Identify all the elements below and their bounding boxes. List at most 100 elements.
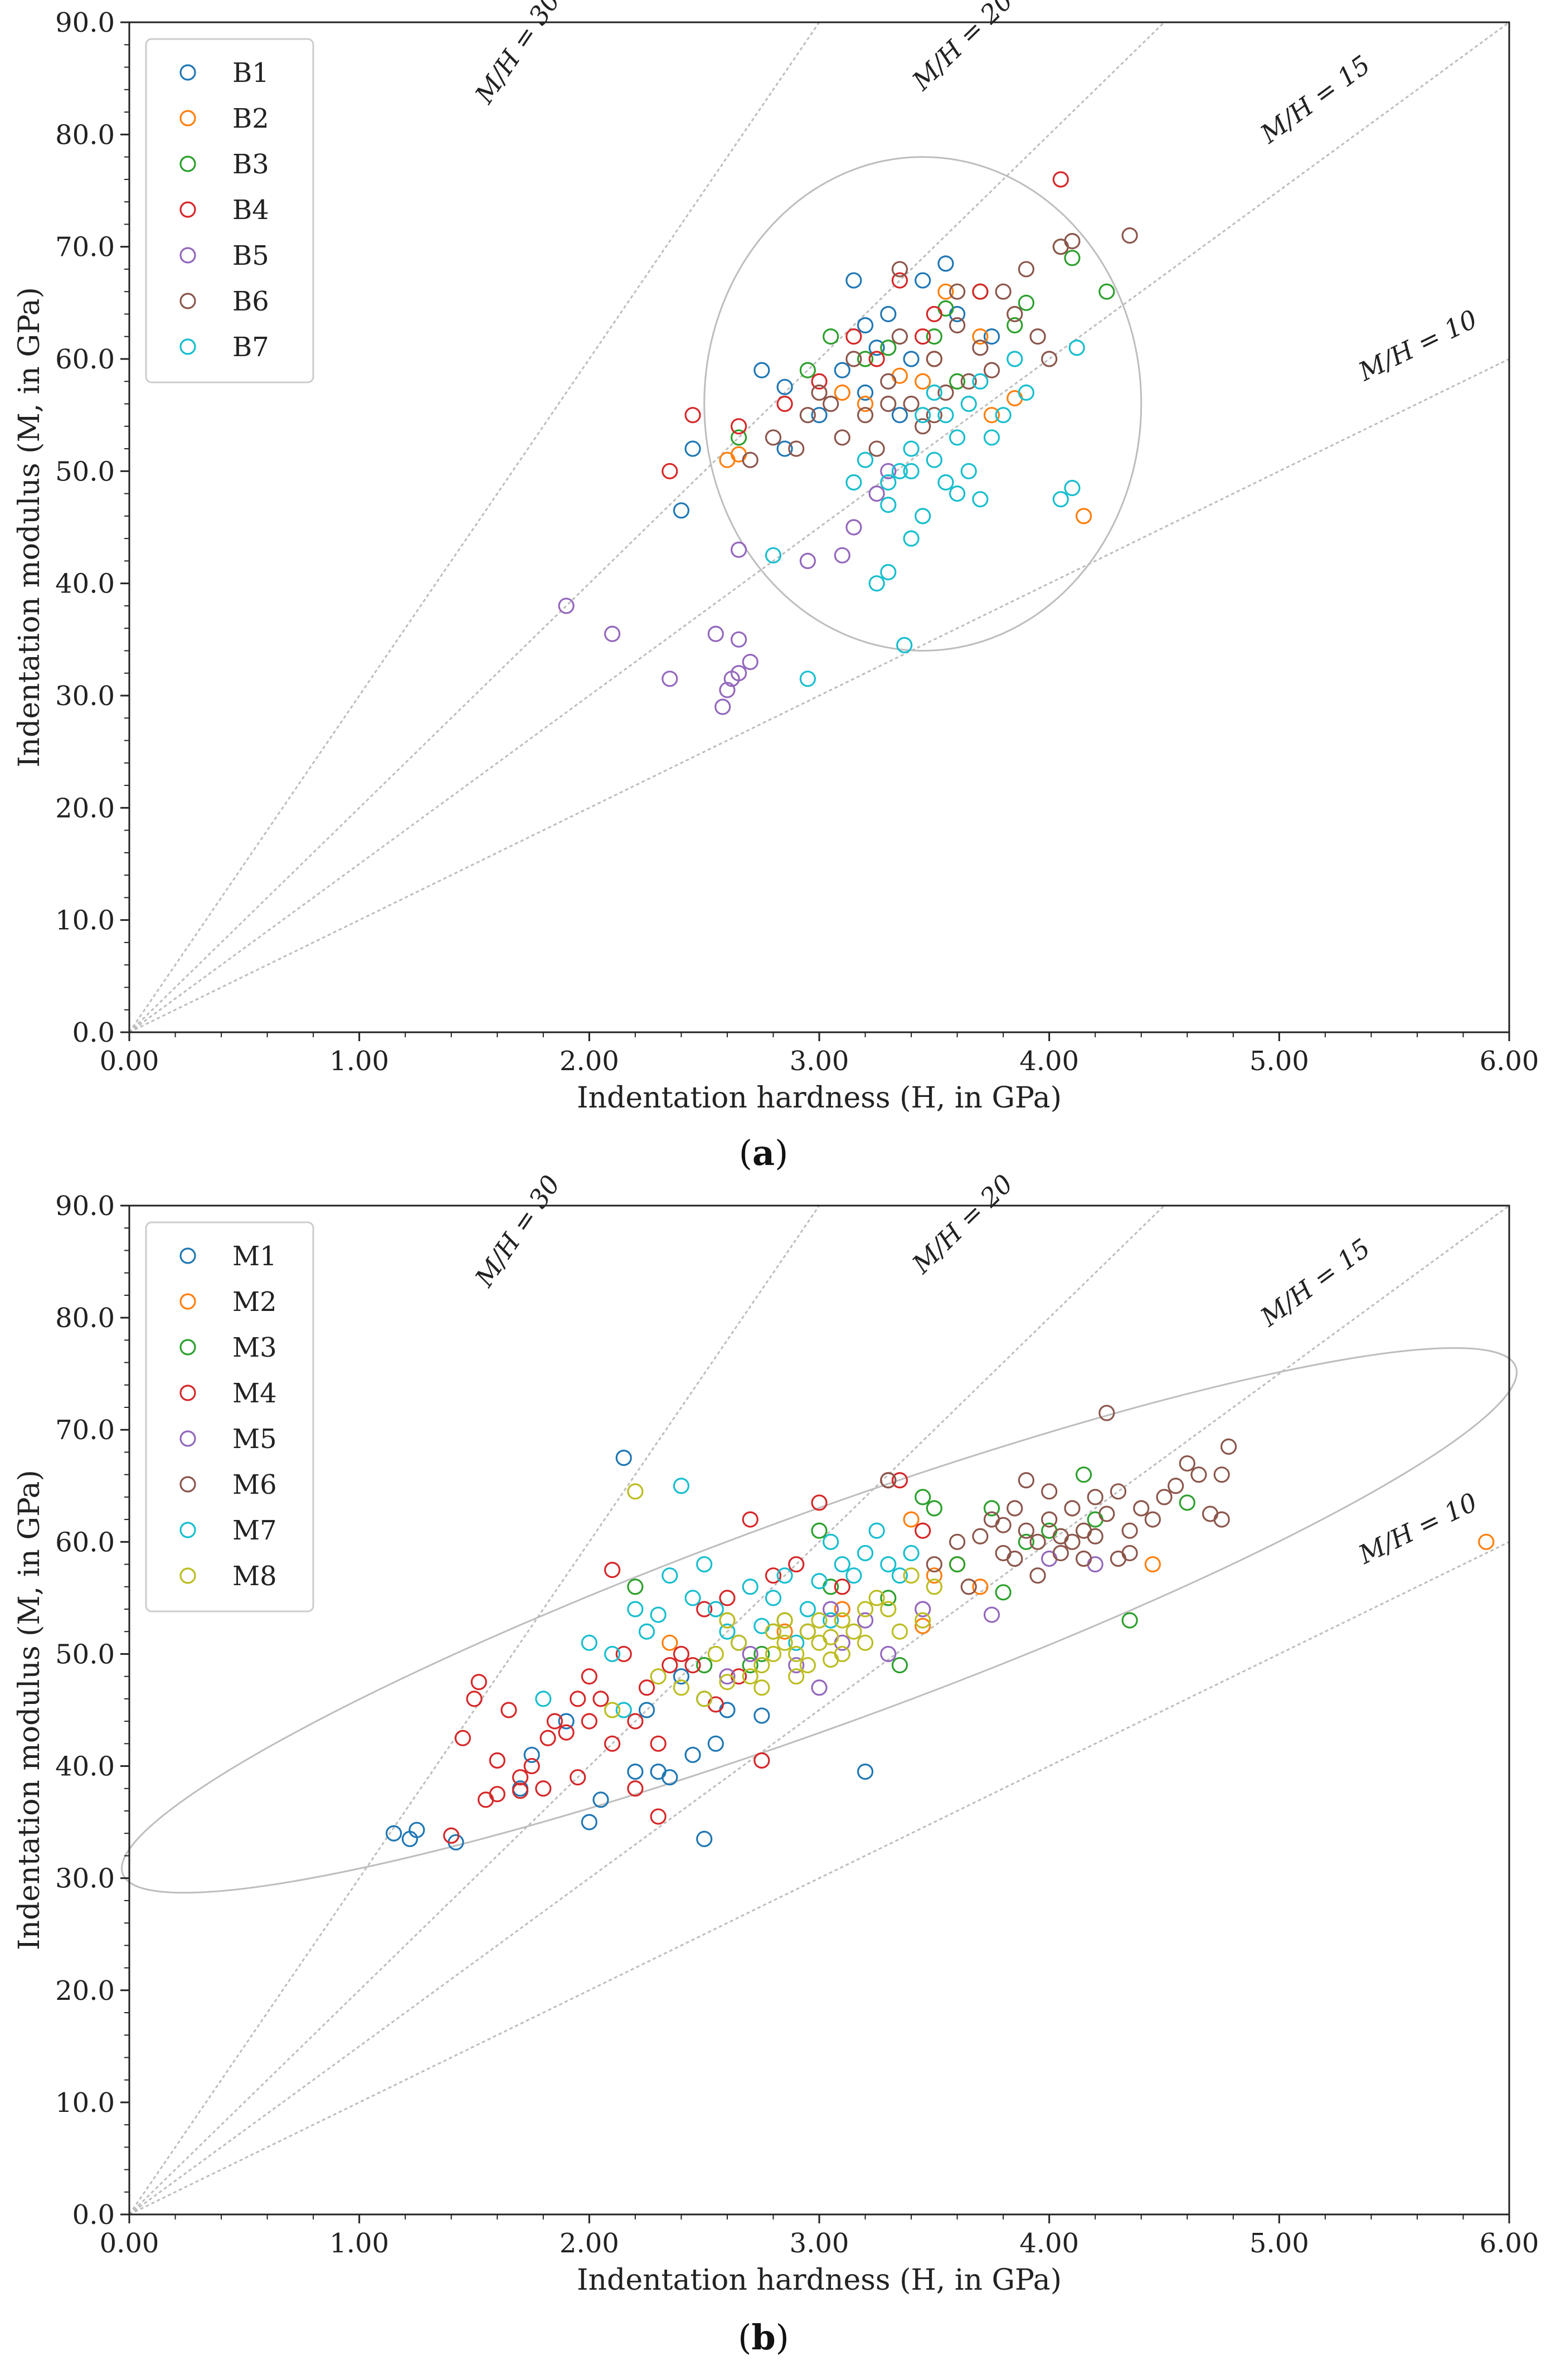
point-M8-9	[799, 1623, 816, 1640]
point-M1-7	[592, 1791, 609, 1808]
point-M5-4	[811, 1679, 828, 1696]
x-tick-label: 6.00	[1480, 2228, 1539, 2259]
series-B1	[673, 255, 1000, 519]
point-M8-14	[857, 1634, 874, 1651]
legend-label-B2: B2	[232, 103, 269, 134]
point-B7-24	[880, 474, 897, 491]
chart-panel-a: M/H = 30 M/H = 20 M/H = 15 M/H = 10 0.00 1.00…	[13, 0, 1539, 1173]
point-B6-17	[1064, 233, 1081, 250]
y-tick-label: 10.0	[55, 905, 115, 936]
point-M7-12	[788, 1634, 805, 1651]
point-B6-29	[788, 440, 805, 457]
point-B5-7	[742, 653, 759, 671]
point-B2-6	[1075, 508, 1092, 524]
point-M7-5	[673, 1478, 690, 1494]
point-M8-17	[891, 1623, 908, 1640]
point-B1-17	[891, 407, 908, 424]
point-B3-1	[799, 362, 816, 378]
point-B3-13	[1007, 317, 1023, 334]
point-B1-3	[753, 362, 770, 378]
y-axis-label: Indentation modulus (M, in GPa)	[13, 287, 46, 768]
point-M8-20	[604, 1702, 621, 1718]
point-M4-11	[570, 1691, 586, 1707]
series-B5	[558, 463, 897, 715]
point-B6-18	[1121, 227, 1138, 244]
legend-label-M2: M2	[232, 1286, 277, 1318]
point-M5-0	[719, 1668, 736, 1685]
point-M4-33	[570, 1769, 586, 1786]
ratio-label-30: M/H = 30	[469, 0, 566, 109]
ratio-lines	[129, 1206, 1509, 2214]
point-M8-16	[880, 1601, 897, 1618]
point-M4-18	[650, 1735, 667, 1752]
point-B6-2	[799, 407, 816, 424]
point-M4-36	[489, 1752, 505, 1769]
point-M4-21	[696, 1601, 713, 1618]
x-tick-label: 5.00	[1249, 2228, 1309, 2259]
legend-marker-M2	[179, 1293, 196, 1310]
ratio-label-10: M/H = 10	[1354, 304, 1482, 387]
point-M6-0	[880, 1472, 897, 1489]
x-axis-label: Indentation hardness (H, in GPa)	[577, 1081, 1062, 1115]
point-M6-22	[1179, 1455, 1195, 1472]
legend-label-M5: M5	[232, 1424, 277, 1455]
point-M7-0	[581, 1634, 597, 1651]
panel-caption: (b)	[738, 2317, 789, 2358]
legend-marker-M4	[179, 1385, 196, 1401]
point-M6-10	[1052, 1544, 1069, 1562]
point-M4-35	[650, 1808, 667, 1825]
point-B5-15	[880, 463, 897, 479]
point-M2-5	[926, 1567, 942, 1584]
point-M4-14	[604, 1562, 621, 1578]
point-M3-2	[742, 1657, 759, 1674]
y-tick-label: 70.0	[55, 1415, 115, 1446]
x-tick-label: 3.00	[790, 1046, 849, 1077]
point-B2-9	[937, 283, 954, 300]
y-tick-label: 90.0	[55, 7, 115, 38]
point-B6-26	[1041, 351, 1058, 367]
ratio-label-15: M/H = 15	[1255, 1233, 1376, 1333]
point-M4-32	[500, 1702, 517, 1718]
point-M7-18	[857, 1544, 874, 1562]
point-M6-3	[972, 1528, 989, 1544]
ratio-label-10: M/H = 10	[1354, 1487, 1482, 1570]
point-M5-8	[915, 1601, 931, 1618]
point-M8-6	[765, 1645, 782, 1663]
point-M5-7	[880, 1645, 897, 1663]
point-M5-13	[823, 1601, 839, 1618]
point-M7-1	[604, 1645, 621, 1663]
point-B7-18	[1068, 339, 1085, 356]
point-M4-22	[719, 1590, 736, 1606]
point-M4-13	[592, 1691, 609, 1707]
point-M4-2	[466, 1691, 483, 1707]
caption-open: (	[738, 2317, 751, 2358]
series-M3	[627, 1466, 1195, 1674]
legend-box	[145, 38, 314, 383]
point-M7-6	[696, 1556, 713, 1573]
legend-label-M8: M8	[232, 1561, 277, 1592]
legend-label-B5: B5	[232, 240, 269, 271]
y-tick-label: 0.0	[72, 1017, 115, 1048]
point-B4-11	[915, 328, 931, 345]
point-B3-0	[730, 429, 747, 446]
point-B7-26	[903, 463, 920, 479]
point-M6-25	[1213, 1466, 1230, 1483]
point-M7-17	[845, 1567, 862, 1584]
series-M6	[880, 1405, 1237, 1595]
point-B1-4	[845, 272, 862, 289]
point-M6-31	[960, 1578, 977, 1595]
point-M6-36	[1052, 1528, 1069, 1544]
point-B1-0	[684, 440, 701, 457]
point-M3-9	[995, 1584, 1012, 1601]
point-M4-42	[581, 1713, 597, 1730]
point-B4-1	[684, 407, 701, 424]
point-M7-19	[868, 1522, 885, 1539]
point-M4-17	[638, 1679, 655, 1696]
x-tick-label: 0.00	[100, 1046, 159, 1077]
legend-marker-B2	[179, 110, 196, 127]
point-M7-16	[834, 1556, 850, 1573]
point-B7-1	[868, 575, 885, 592]
point-B7-3	[896, 637, 913, 654]
ratio-line-15	[129, 1206, 1509, 2214]
point-M6-7	[1018, 1522, 1035, 1539]
